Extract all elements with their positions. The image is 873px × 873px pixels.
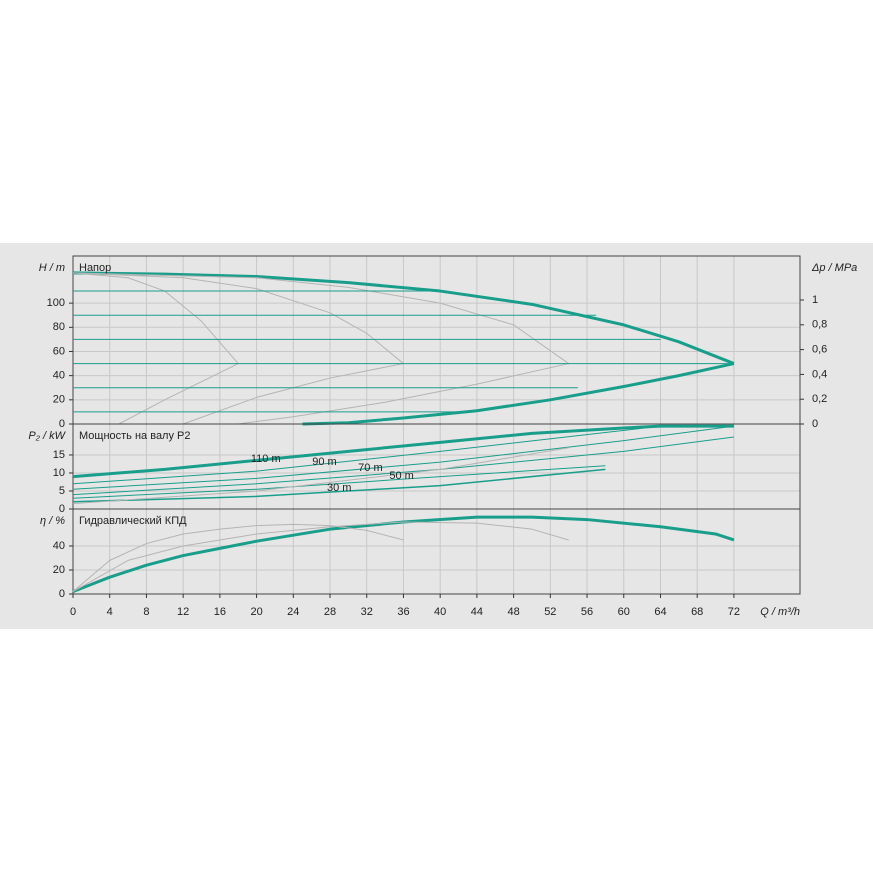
x-tick-label: 40 bbox=[434, 606, 446, 618]
curve bbox=[72, 521, 569, 593]
y-tick-label: 0 bbox=[59, 588, 65, 600]
y2-axis-label: Δp / MPa bbox=[811, 262, 857, 274]
y-axis-label: H / m bbox=[39, 262, 65, 274]
annotation: 50 m bbox=[389, 470, 413, 482]
y-tick-label: 15 bbox=[53, 449, 65, 461]
curve bbox=[72, 515, 735, 593]
x-tick-label: 52 bbox=[544, 606, 556, 618]
panel-title: Мощность на валу P2 bbox=[79, 430, 191, 442]
y-tick-label: 0 bbox=[59, 503, 65, 515]
y-axis-label: P₂ / kW bbox=[28, 430, 66, 442]
annotation: 30 m bbox=[327, 482, 351, 494]
x-axis-label: Q / m³/h bbox=[760, 606, 800, 618]
x-tick-label: 0 bbox=[70, 606, 76, 618]
y-tick-label: 10 bbox=[53, 467, 65, 479]
curve bbox=[72, 272, 570, 425]
y-tick-label: 20 bbox=[53, 564, 65, 576]
y-tick-label: 100 bbox=[47, 297, 65, 309]
x-tick-label: 68 bbox=[691, 606, 703, 618]
annotation: 70 m bbox=[358, 462, 382, 474]
x-tick-label: 48 bbox=[507, 606, 519, 618]
x-tick-label: 24 bbox=[287, 606, 299, 618]
y-tick-label: 40 bbox=[53, 540, 65, 552]
curve bbox=[72, 272, 239, 425]
curve bbox=[72, 468, 606, 503]
x-tick-label: 20 bbox=[250, 606, 262, 618]
y2-tick-label: 0,2 bbox=[812, 393, 827, 405]
curve bbox=[72, 271, 735, 365]
curve bbox=[72, 425, 734, 490]
y2-tick-label: 0,4 bbox=[812, 368, 827, 380]
curve bbox=[302, 362, 735, 426]
y-tick-label: 20 bbox=[53, 394, 65, 406]
curve bbox=[72, 424, 734, 479]
plot-frame bbox=[72, 508, 801, 595]
y2-tick-label: 0 bbox=[812, 418, 818, 430]
x-tick-label: 64 bbox=[654, 606, 666, 618]
x-tick-label: 16 bbox=[214, 606, 226, 618]
annotation: 90 m bbox=[312, 456, 336, 468]
y2-tick-label: 0,8 bbox=[812, 319, 827, 331]
x-tick-label: 36 bbox=[397, 606, 409, 618]
x-tick-label: 56 bbox=[581, 606, 593, 618]
x-tick-label: 32 bbox=[361, 606, 373, 618]
curve bbox=[72, 272, 404, 425]
curve bbox=[72, 465, 606, 499]
x-tick-label: 44 bbox=[471, 606, 483, 618]
y2-tick-label: 1 bbox=[812, 294, 818, 306]
y-tick-label: 0 bbox=[59, 418, 65, 430]
panel-title: Гидравлический КПД bbox=[79, 515, 187, 527]
y2-tick-label: 0,6 bbox=[812, 344, 827, 356]
panel-title: Напор bbox=[79, 262, 111, 274]
y-tick-label: 5 bbox=[59, 485, 65, 497]
y-tick-label: 60 bbox=[53, 345, 65, 357]
x-tick-label: 8 bbox=[143, 606, 149, 618]
y-axis-label: η / % bbox=[40, 515, 65, 527]
x-tick-label: 4 bbox=[107, 606, 113, 618]
x-tick-label: 28 bbox=[324, 606, 336, 618]
curve bbox=[72, 447, 569, 505]
x-tick-label: 72 bbox=[728, 606, 740, 618]
y-tick-label: 80 bbox=[53, 321, 65, 333]
y-tick-label: 40 bbox=[53, 370, 65, 382]
curve bbox=[72, 523, 404, 592]
x-tick-label: 60 bbox=[618, 606, 630, 618]
curve bbox=[72, 425, 661, 485]
x-tick-label: 12 bbox=[177, 606, 189, 618]
annotation: 110 m bbox=[251, 453, 281, 465]
